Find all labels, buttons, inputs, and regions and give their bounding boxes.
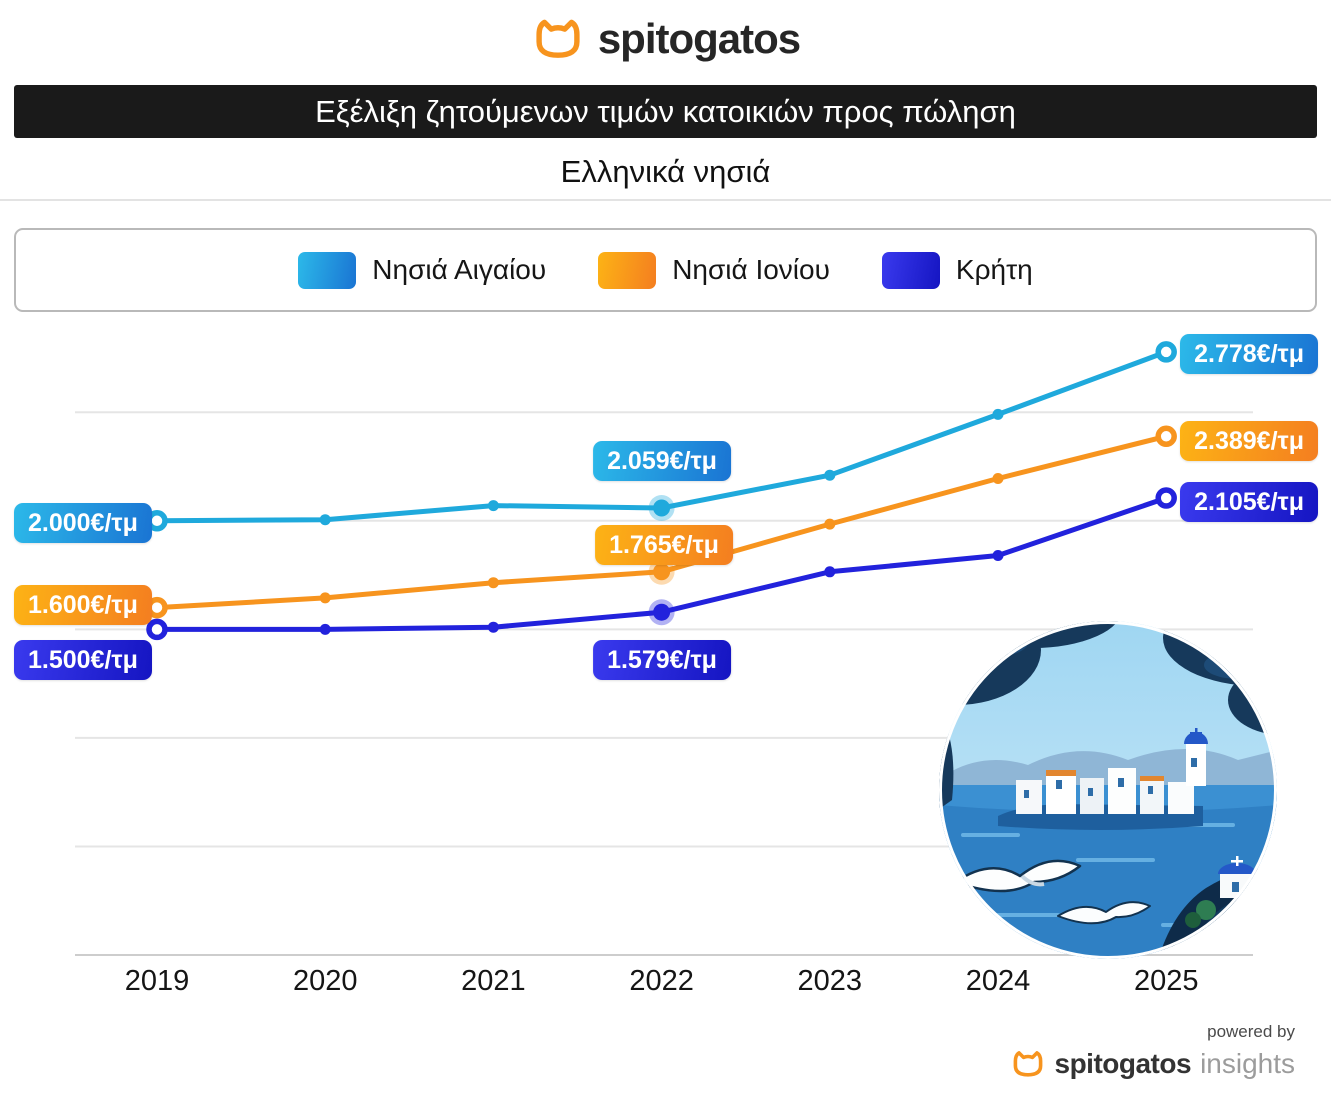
page-title: Εξέλιξη ζητούμενων τιμών κατοικιών προς … <box>315 93 1016 129</box>
price-trend-chart: 2019 2020 2021 2022 2023 2024 2025 <box>0 320 1331 1022</box>
legend-swatch-ionian <box>598 251 657 289</box>
value-badge-ionian-2019: 1.600€/τμ <box>14 585 152 625</box>
legend-swatch-aegean <box>298 251 357 289</box>
svg-text:2022: 2022 <box>629 965 694 997</box>
value-badge-ionian-2022: 1.765€/τμ <box>595 525 733 565</box>
value-badge-crete-2019: 1.500€/τμ <box>14 640 152 680</box>
svg-text:2023: 2023 <box>798 965 863 997</box>
line-chart-canvas: 2019 2020 2021 2022 2023 2024 2025 <box>75 341 1253 997</box>
cat-icon <box>536 19 580 58</box>
spitogatos-logo: spitogatos <box>0 8 1331 70</box>
legend-item-aegean: Νησιά Αιγαίου <box>298 251 547 289</box>
chapel-dome <box>1218 863 1256 874</box>
footer-suffix-text: insights <box>1200 1048 1295 1079</box>
seagull-large-icon <box>954 859 1082 893</box>
svg-text:2020: 2020 <box>293 965 358 997</box>
island-illustration <box>938 620 1278 960</box>
cat-icon-small <box>1013 1051 1042 1077</box>
svg-text:2021: 2021 <box>461 965 526 997</box>
legend-label-crete: Κρήτη <box>955 254 1033 285</box>
value-badge-aegean-2025: 2.778€/τμ <box>1180 334 1318 374</box>
svg-text:2025: 2025 <box>1134 965 1199 997</box>
footer: powered by spitogatos insights <box>1010 1022 1295 1080</box>
svg-text:2024: 2024 <box>966 965 1031 997</box>
legend-item-ionian: Νησιά Ιονίου <box>598 251 830 289</box>
footer-brand-text: spitogatos <box>1054 1048 1192 1079</box>
value-badge-aegean-2022: 2.059€/τμ <box>593 441 731 481</box>
value-badge-crete-2025: 2.105€/τμ <box>1180 482 1318 522</box>
legend-label-ionian: Νησιά Ιονίου <box>672 254 830 285</box>
value-badge-crete-2022: 1.579€/τμ <box>593 640 731 680</box>
divider <box>0 199 1331 201</box>
legend-swatch-crete <box>881 251 940 289</box>
seagull-small-icon <box>1057 901 1151 925</box>
logo-text: spitogatos <box>597 15 801 62</box>
island-town <box>998 728 1208 830</box>
value-badge-aegean-2019: 2.000€/τμ <box>14 503 152 543</box>
legend-label-aegean: Νησιά Αιγαίου <box>372 254 547 285</box>
footer-brand: spitogatos insights <box>1010 1048 1295 1080</box>
value-badge-ionian-2025: 2.389€/τμ <box>1180 421 1318 461</box>
chart-title-bar: Εξέλιξη ζητούμενων τιμών κατοικιών προς … <box>14 85 1317 138</box>
page-subtitle: Ελληνικά νησιά <box>560 154 771 189</box>
svg-text:2019: 2019 <box>125 965 190 997</box>
legend-item-crete: Κρήτη <box>881 251 1033 289</box>
powered-by-label: powered by <box>1207 1022 1295 1041</box>
legend: Νησιά Αιγαίου Νησιά Ιονίου Κρήτη <box>14 228 1317 312</box>
